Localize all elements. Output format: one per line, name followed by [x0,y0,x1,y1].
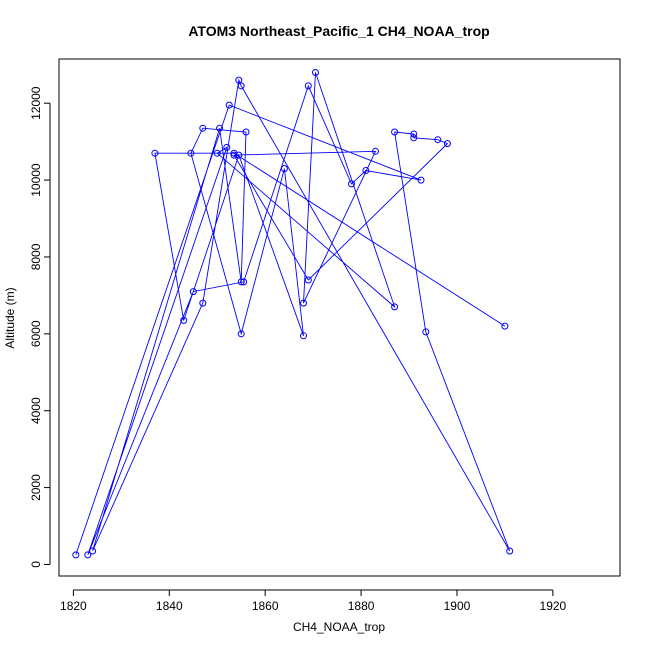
data-point [235,151,243,159]
data-point [391,303,399,311]
y-tick-label: 4000 [29,397,43,424]
data-point [312,69,319,76]
data-point [230,151,238,159]
data-point [237,278,245,286]
x-tick-label: 1840 [156,599,183,613]
data-point [187,149,195,157]
y-tick-label: 8000 [29,243,43,270]
data-point [434,136,442,144]
y-tick-label: 0 [29,561,43,568]
data-point [362,167,370,174]
data-point [506,547,514,555]
data-point [223,143,231,151]
data-point [225,101,233,109]
data-point [300,332,307,340]
plot-frame [58,58,621,577]
x-tick-label: 1900 [444,599,471,613]
data-point [417,176,425,184]
data-point [213,149,221,157]
series-layer [72,69,514,559]
data-point [443,140,451,148]
data-point [151,149,159,157]
y-tick-label: 2000 [29,474,43,501]
data-point [280,165,288,173]
data-point [410,134,418,142]
data-point [348,180,355,188]
data-point [189,288,197,296]
data-point [242,128,250,136]
data-point [410,130,418,138]
data-point [235,76,243,84]
data-point [300,299,307,307]
x-axis-label: CH4_NOAA_trop [293,620,385,634]
chart-title: ATOM3 Northeast_Pacific_1 CH4_NOAA_trop [188,23,489,39]
data-point [304,82,312,90]
data-point [72,551,80,559]
data-point [199,124,207,132]
x-axis: 1820 1840 1860 1880 1900 1920 [60,589,567,613]
data-point [240,278,248,286]
data-point [230,149,238,157]
data-point [237,330,245,338]
data-point [391,128,399,136]
data-point [372,147,379,155]
data-point [180,316,188,324]
y-tick-label: 6000 [29,320,43,347]
y-axis-label: Altitude (m) [3,287,17,348]
y-tick-label: 12000 [29,86,43,120]
x-tick-label: 1920 [540,599,567,613]
data-point [422,328,430,336]
data-point [199,299,207,307]
x-tick-label: 1820 [60,599,87,613]
data-point [89,547,97,555]
data-point [84,551,92,559]
data-point [501,322,509,330]
data-point [237,82,245,90]
x-tick-label: 1860 [252,599,279,613]
x-tick-label: 1880 [348,599,375,613]
series-line [75,72,511,556]
y-tick-label: 10000 [29,163,43,197]
data-point [304,276,312,284]
y-axis: 0 2000 4000 6000 8000 10000 12000 [29,86,51,568]
data-point [216,124,224,132]
